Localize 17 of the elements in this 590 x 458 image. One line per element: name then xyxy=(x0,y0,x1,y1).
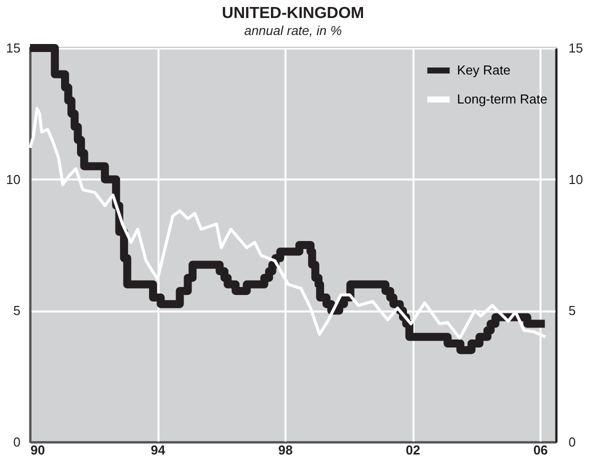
x-tick-label: 06 xyxy=(533,442,548,458)
x-tick-label: 98 xyxy=(278,442,293,458)
y2-tick-label: 5 xyxy=(568,303,576,318)
y2-tick-label: 10 xyxy=(568,172,583,187)
y2-tick-label: 15 xyxy=(568,40,583,56)
y2-tick-label: 0 xyxy=(568,434,576,450)
x-tick-label: 02 xyxy=(406,442,420,458)
x-tick-label: 94 xyxy=(150,442,166,458)
x-tick-label: 90 xyxy=(30,442,45,458)
legend-label: Long-term Rate xyxy=(457,92,548,106)
y-tick-label: 5 xyxy=(13,303,20,318)
chart-subtitle: annual rate, in % xyxy=(244,23,342,38)
y-tick-label: 15 xyxy=(6,40,20,56)
legend-label: Key Rate xyxy=(457,62,510,78)
y-tick-label: 10 xyxy=(6,172,20,187)
y-tick-label: 0 xyxy=(13,434,20,450)
chart-title: UNITED-KINGDOM xyxy=(222,5,364,22)
